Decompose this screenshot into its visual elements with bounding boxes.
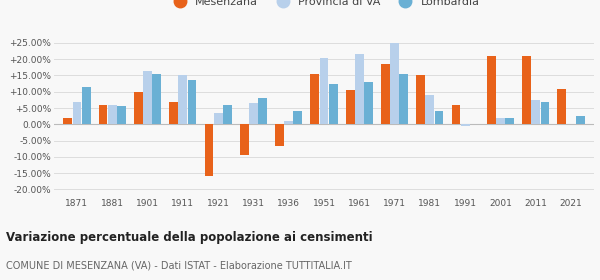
Bar bbox=[258, 98, 267, 124]
Bar bbox=[205, 124, 214, 176]
Bar bbox=[452, 105, 460, 124]
Bar bbox=[522, 56, 531, 124]
Bar bbox=[134, 92, 143, 124]
Bar bbox=[364, 82, 373, 124]
Bar bbox=[416, 76, 425, 124]
Bar bbox=[425, 95, 434, 124]
Bar bbox=[249, 103, 258, 124]
Bar bbox=[541, 102, 550, 124]
Bar bbox=[64, 118, 72, 124]
Bar bbox=[73, 102, 82, 124]
Bar bbox=[381, 64, 390, 124]
Bar bbox=[355, 54, 364, 124]
Bar bbox=[310, 74, 319, 124]
Bar bbox=[400, 74, 408, 124]
Text: COMUNE DI MESENZANA (VA) - Dati ISTAT - Elaborazione TUTTITALIA.IT: COMUNE DI MESENZANA (VA) - Dati ISTAT - … bbox=[6, 260, 352, 270]
Bar bbox=[143, 71, 152, 124]
Bar bbox=[532, 100, 540, 124]
Bar bbox=[117, 106, 126, 124]
Bar bbox=[390, 43, 399, 124]
Bar bbox=[557, 88, 566, 124]
Bar bbox=[346, 90, 355, 124]
Bar bbox=[98, 105, 107, 124]
Bar bbox=[275, 124, 284, 146]
Legend: Mesenzana, Provincia di VA, Lombardia: Mesenzana, Provincia di VA, Lombardia bbox=[169, 0, 479, 7]
Bar bbox=[576, 116, 584, 124]
Bar bbox=[188, 80, 196, 124]
Bar bbox=[223, 105, 232, 124]
Bar bbox=[178, 76, 187, 124]
Bar bbox=[320, 58, 328, 124]
Bar bbox=[240, 124, 248, 155]
Bar bbox=[214, 113, 223, 124]
Bar bbox=[82, 87, 91, 124]
Bar bbox=[461, 124, 470, 126]
Bar bbox=[293, 111, 302, 124]
Bar bbox=[108, 105, 116, 124]
Bar bbox=[434, 111, 443, 124]
Bar bbox=[152, 74, 161, 124]
Bar bbox=[487, 56, 496, 124]
Bar bbox=[284, 121, 293, 124]
Bar bbox=[505, 118, 514, 124]
Text: Variazione percentuale della popolazione ai censimenti: Variazione percentuale della popolazione… bbox=[6, 231, 373, 244]
Bar bbox=[329, 84, 338, 124]
Bar bbox=[169, 102, 178, 124]
Bar bbox=[496, 118, 505, 124]
